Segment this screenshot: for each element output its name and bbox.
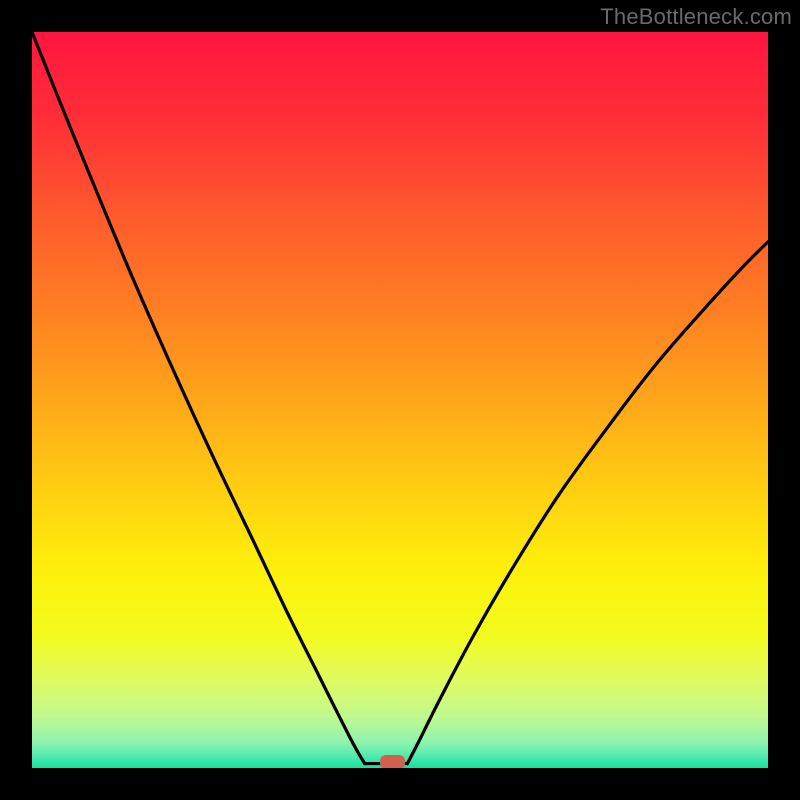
left-curve <box>32 32 365 764</box>
watermark-text: TheBottleneck.com <box>600 4 792 30</box>
valley-marker <box>380 755 404 768</box>
curve-layer <box>32 32 768 768</box>
right-curve <box>407 242 768 764</box>
plot-area <box>32 32 768 768</box>
chart-frame: TheBottleneck.com <box>0 0 800 800</box>
